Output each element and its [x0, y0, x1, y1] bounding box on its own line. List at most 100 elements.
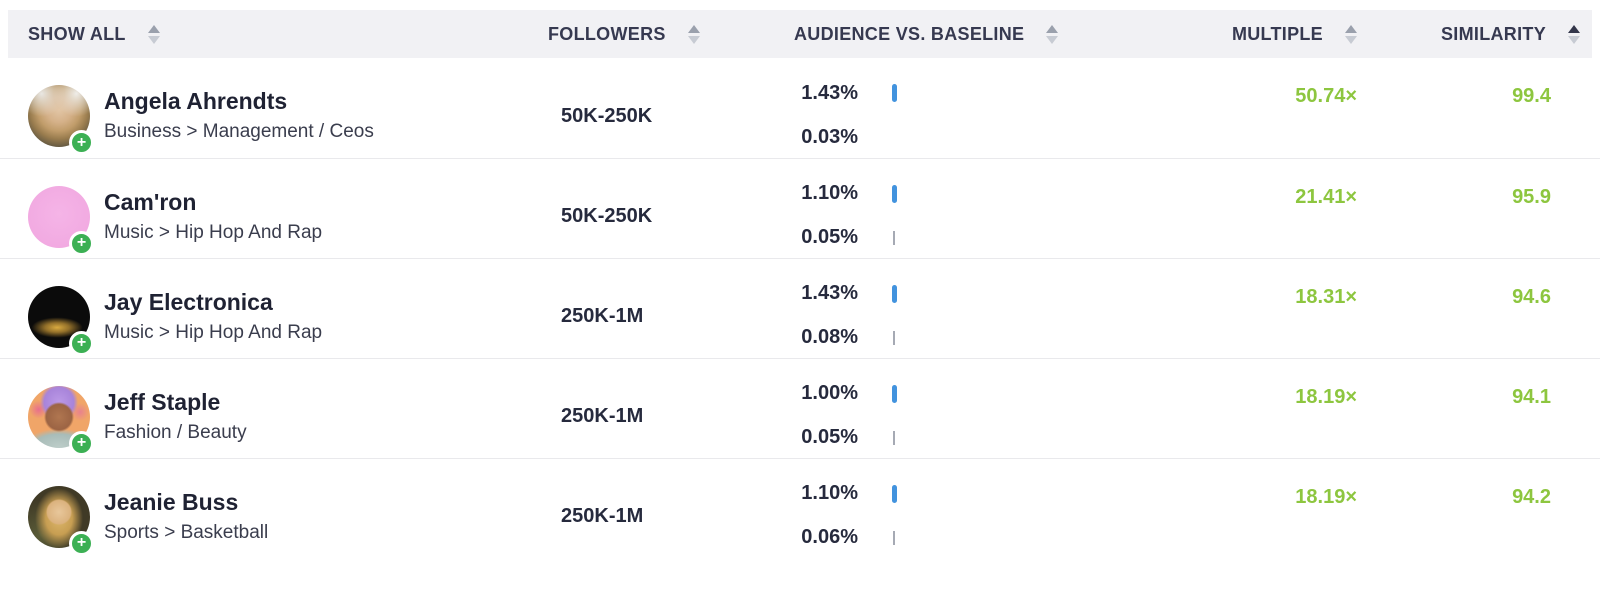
avatar-wrapper: + — [28, 285, 94, 356]
influencer-name[interactable]: Jeff Staple — [104, 388, 221, 415]
avatar — [28, 485, 90, 548]
column-header-followers[interactable]: FOLLOWERS — [533, 24, 763, 45]
sort-icon — [147, 24, 160, 44]
audience-percent: 1.00% — [801, 382, 858, 404]
baseline-percent: 0.03% — [801, 125, 858, 148]
baseline-percent: 0.06% — [801, 526, 858, 548]
influencer-category: Music > Hip Hop And Rap — [104, 321, 323, 343]
column-label: FOLLOWERS — [548, 23, 666, 44]
table-row[interactable]: + Jeanie Buss Sports > Basketball 250K-1… — [0, 458, 1600, 558]
followers-cell: 250K-1M — [561, 505, 644, 527]
profile-text: Jeanie Buss Sports > Basketball — [104, 488, 268, 546]
baseline-percent: 0.08% — [801, 326, 858, 348]
similarity-value: 94.1 — [1512, 386, 1551, 408]
audience-line: 1.10% — [763, 182, 1065, 205]
baseline-line: 0.05% — [763, 226, 1065, 249]
audience-vs-baseline-cell: 1.00% 0.05% — [763, 359, 1065, 458]
influencer-category: Business > Management / Ceos — [104, 121, 374, 142]
influencer-name[interactable]: Jeanie Buss — [104, 488, 239, 515]
column-label: SHOW ALL — [28, 23, 126, 44]
profile-text: Jeff Staple Fashion / Beauty — [104, 388, 247, 446]
audience-bar — [891, 284, 897, 303]
profile-text: Jay Electronica Music > Hip Hop And Rap — [104, 288, 322, 346]
followers-cell: 50K-250K — [561, 104, 653, 127]
column-label: SIMILARITY — [1441, 23, 1546, 44]
column-header-similarity[interactable]: SIMILARITY — [1357, 24, 1600, 45]
influencer-table: SHOW ALL FOLLOWERS AUDIENCE VS. BASELINE… — [0, 10, 1600, 558]
multiple-value: 18.19× — [1295, 486, 1357, 508]
profile-cell: + Jeanie Buss Sports > Basketball — [0, 459, 533, 558]
multiple-value: 21.41× — [1295, 186, 1357, 208]
audience-percent: 1.43% — [801, 81, 858, 104]
profile-cell: + Cam'ron Music > Hip Hop And Rap — [0, 159, 533, 258]
avatar-wrapper: + — [28, 85, 94, 155]
profile-cell: + Jeff Staple Fashion / Beauty — [0, 359, 533, 458]
baseline-bar — [893, 430, 895, 445]
influencer-category: Fashion / Beauty — [104, 421, 247, 443]
sort-up-arrow-icon — [1568, 24, 1580, 33]
plus-icon: + — [76, 133, 87, 151]
sort-down-arrow-icon — [1568, 35, 1580, 44]
column-header-show-all[interactable]: SHOW ALL — [0, 24, 533, 45]
baseline-bar — [893, 330, 895, 345]
influencer-name[interactable]: Jay Electronica — [104, 288, 273, 315]
multiple-value: 50.74× — [1295, 85, 1357, 107]
audience-vs-baseline-cell: 1.10% 0.05% — [763, 159, 1065, 258]
audience-bar — [891, 484, 897, 503]
influencer-name[interactable]: Cam'ron — [104, 188, 197, 215]
audience-line: 1.10% — [763, 482, 1065, 505]
audience-vs-baseline-cell: 1.43% 0.03% — [763, 58, 1065, 158]
followers-cell: 250K-1M — [561, 305, 644, 327]
profile-cell: + Angela Ahrendts Business > Management … — [0, 58, 533, 158]
audience-percent: 1.10% — [801, 482, 858, 504]
avatar-wrapper: + — [28, 185, 94, 256]
similarity-value: 95.9 — [1512, 186, 1551, 208]
baseline-line: 0.03% — [763, 126, 1065, 148]
add-influencer-button[interactable]: + — [69, 130, 94, 155]
table-row[interactable]: + Jay Electronica Music > Hip Hop And Ra… — [0, 258, 1600, 358]
followers-cell: 50K-250K — [561, 205, 653, 227]
sort-down-arrow-icon — [687, 35, 700, 44]
column-header-multiple[interactable]: MULTIPLE — [1065, 24, 1357, 45]
baseline-line: 0.06% — [763, 526, 1065, 549]
sort-icon — [1046, 24, 1059, 44]
sort-up-arrow-icon — [687, 24, 700, 33]
audience-bar — [891, 84, 897, 102]
sort-up-arrow-icon — [1345, 24, 1357, 33]
multiple-value: 18.19× — [1295, 386, 1357, 408]
column-header-audience-vs-baseline[interactable]: AUDIENCE VS. BASELINE — [763, 24, 1065, 45]
baseline-percent: 0.05% — [801, 226, 858, 248]
baseline-percent: 0.05% — [801, 426, 858, 448]
audience-line: 1.00% — [763, 382, 1065, 405]
baseline-bar — [893, 530, 895, 545]
sort-down-arrow-icon — [1046, 35, 1059, 44]
add-influencer-button[interactable]: + — [69, 330, 94, 356]
profile-text: Angela Ahrendts Business > Management / … — [104, 87, 374, 145]
sort-icon — [1568, 24, 1580, 44]
table-row[interactable]: + Cam'ron Music > Hip Hop And Rap 50K-25… — [0, 158, 1600, 258]
table-row[interactable]: + Angela Ahrendts Business > Management … — [0, 58, 1600, 158]
avatar-wrapper: + — [28, 485, 94, 556]
similarity-value: 94.6 — [1512, 286, 1551, 308]
table-row[interactable]: + Jeff Staple Fashion / Beauty 250K-1M 1… — [0, 358, 1600, 458]
audience-percent: 1.10% — [801, 182, 858, 204]
plus-icon: + — [76, 534, 87, 551]
audience-bar — [891, 184, 897, 203]
audience-percent: 1.43% — [801, 282, 858, 304]
sort-down-arrow-icon — [147, 35, 160, 44]
audience-line: 1.43% — [763, 282, 1065, 305]
influencer-category: Music > Hip Hop And Rap — [104, 221, 323, 243]
add-influencer-button[interactable]: + — [69, 430, 94, 456]
influencer-name[interactable]: Angela Ahrendts — [104, 88, 288, 114]
add-influencer-button[interactable]: + — [69, 230, 94, 256]
sort-down-arrow-icon — [1345, 35, 1357, 44]
column-label: MULTIPLE — [1231, 23, 1323, 44]
add-influencer-button[interactable]: + — [69, 530, 94, 556]
sort-icon — [687, 24, 700, 44]
sort-up-arrow-icon — [147, 24, 160, 33]
plus-icon: + — [76, 434, 87, 451]
plus-icon: + — [76, 234, 87, 251]
similarity-value: 94.2 — [1512, 486, 1551, 508]
sort-up-arrow-icon — [1046, 24, 1059, 33]
multiple-value: 18.31× — [1295, 286, 1357, 308]
